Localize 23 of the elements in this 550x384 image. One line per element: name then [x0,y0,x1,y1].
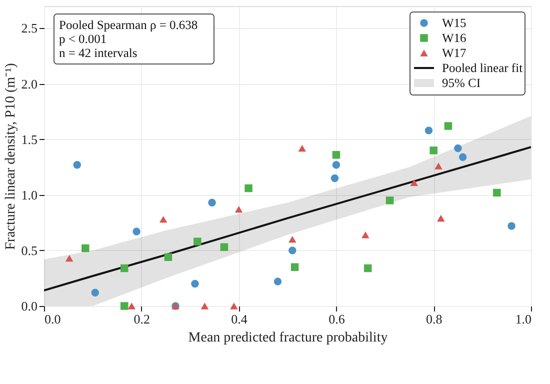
x-tick-label: 1.0 [515,312,532,326]
x-tick-label: 0.4 [231,312,248,326]
annotation: p < 0.001 [59,32,107,46]
legend-label: Pooled linear fit [442,61,524,75]
annotation: Pooled Spearman ρ = 0.638 [59,18,198,32]
legend-label: W15 [442,16,466,30]
line-series [44,146,531,292]
y-tick-label: 2.5 [21,20,38,36]
x-tick-label: 0.0 [44,312,61,326]
x-tick-label: 0.2 [134,312,150,326]
y-tick-label: 0.0 [21,298,38,314]
legend-label: W17 [442,46,466,60]
y-tick-label: 2.0 [21,76,38,92]
annotation: 95% CI [442,76,481,90]
y-axis-title: Fracture linear density, P10 (m⁻¹) [3,62,18,250]
y-tick-label: 0.5 [21,242,38,258]
x-tick-label: 0.6 [328,312,346,326]
x-axis-title: Mean predicted fracture probability [188,330,388,346]
x-tick-label: 0.8 [426,312,442,326]
legend-label: W16 [442,31,466,45]
annotation: n = 42 intervals [59,46,138,60]
y-tick-label: 1.5 [21,132,38,147]
y-tick-label: 1.0 [21,187,38,202]
